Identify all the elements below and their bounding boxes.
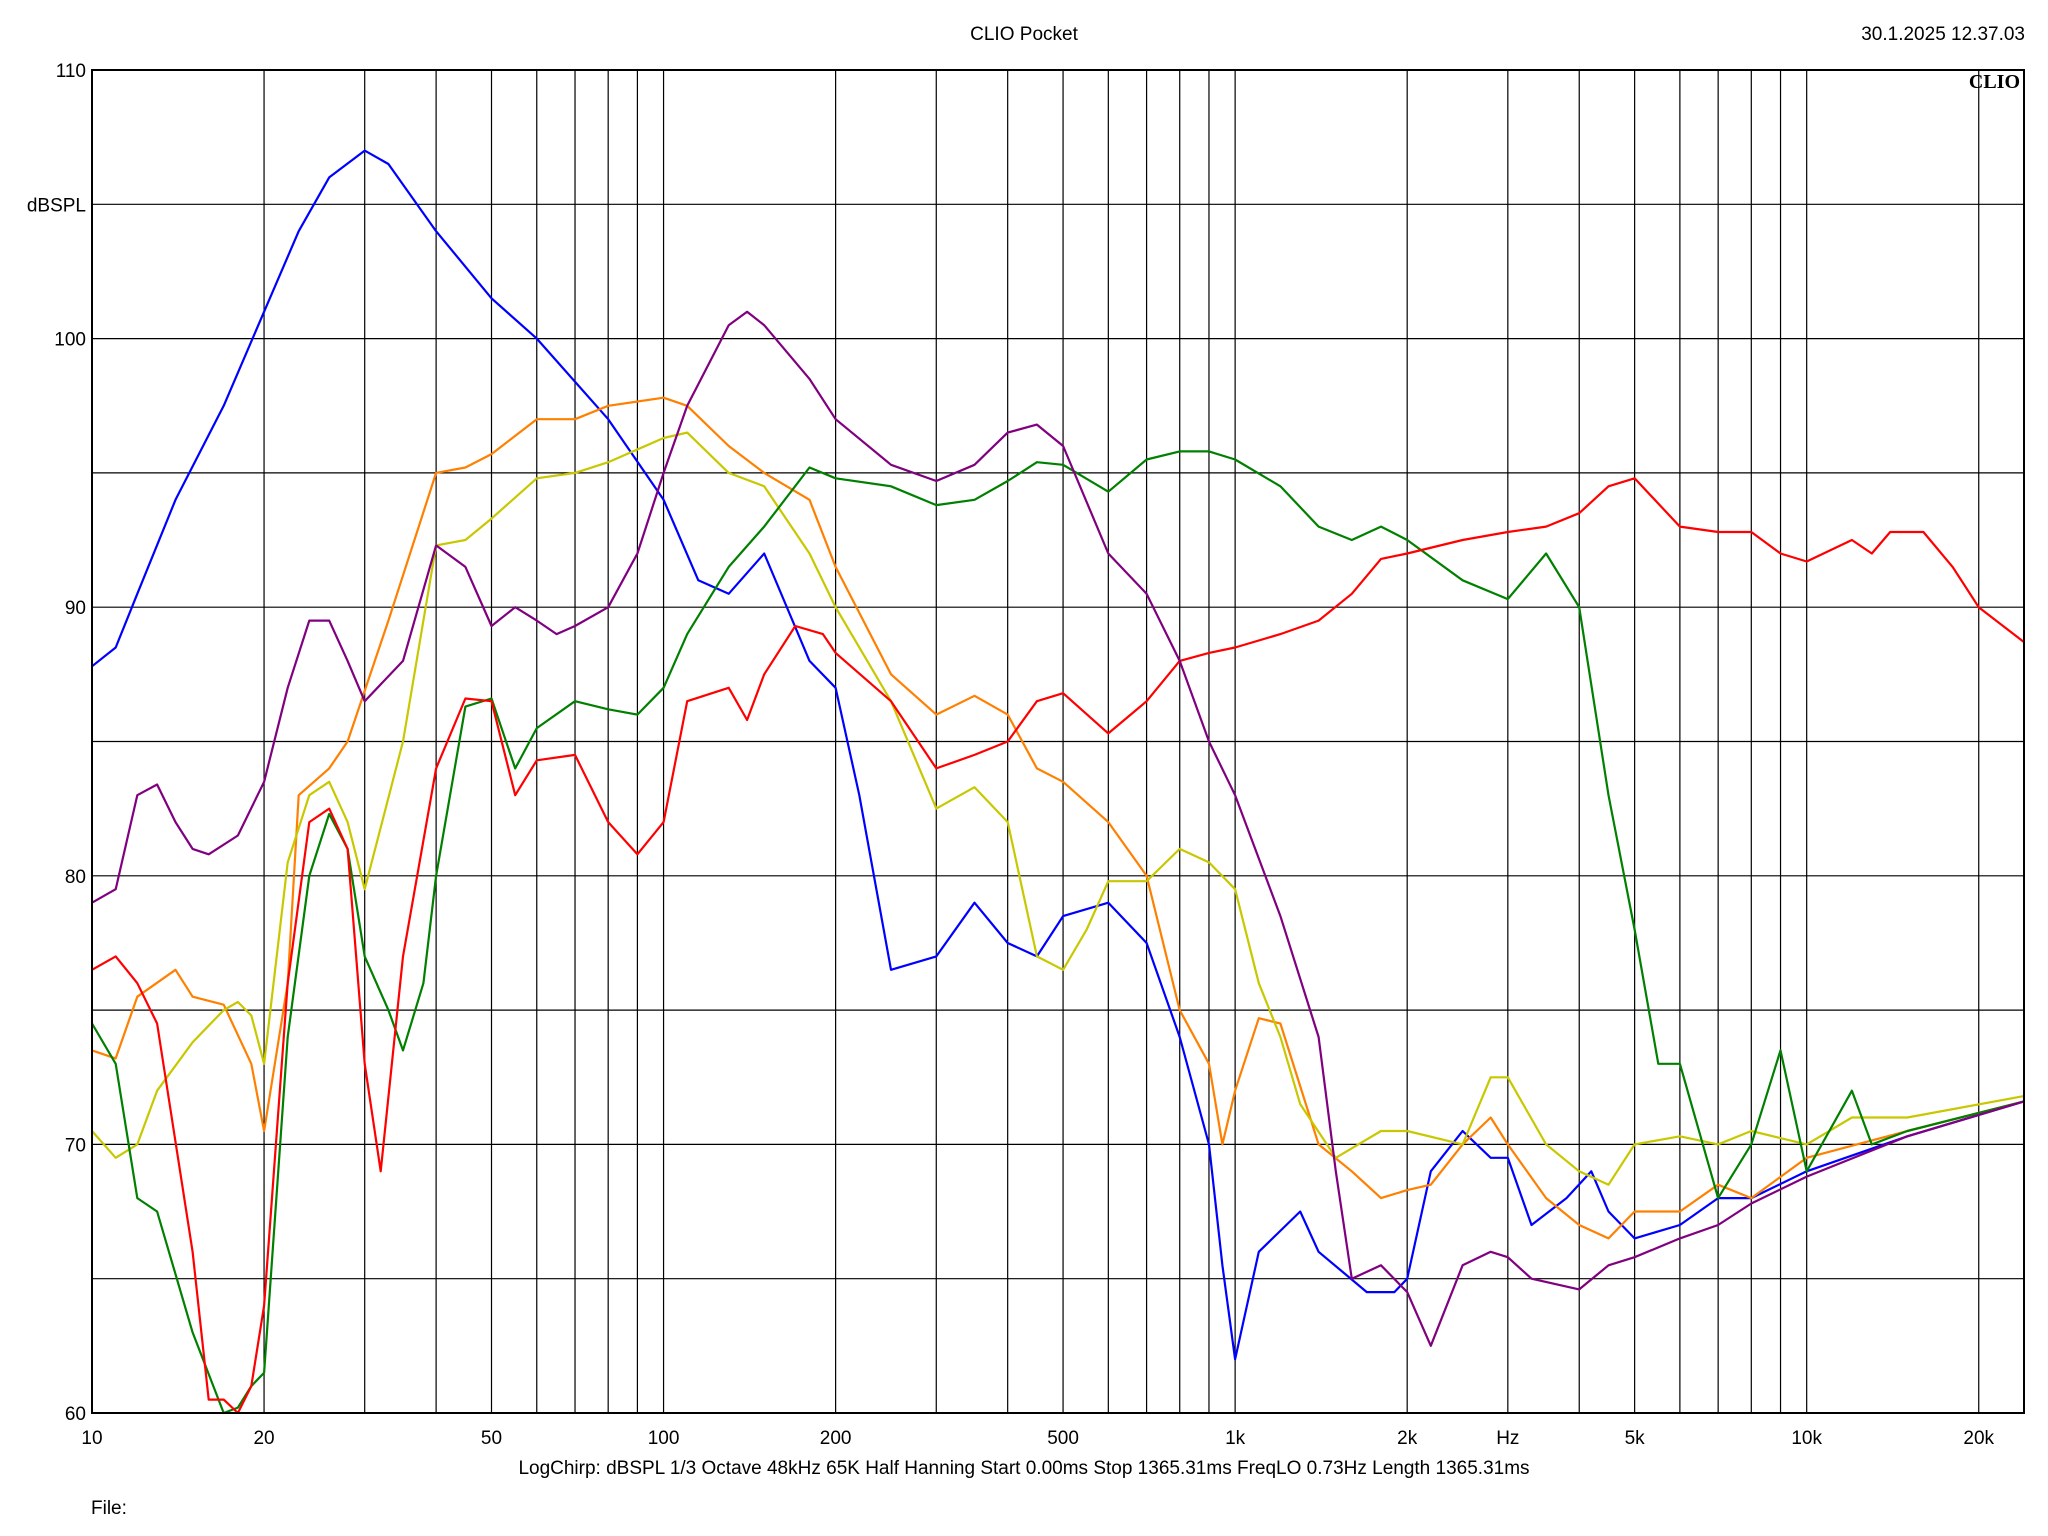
series-line-2 bbox=[91, 396, 2025, 1240]
y-tick-label: 90 bbox=[65, 598, 86, 619]
series-line-1 bbox=[91, 149, 2025, 1361]
series-layer bbox=[91, 149, 2025, 1415]
major-gridlines bbox=[92, 70, 2024, 1413]
measurement-settings: LogChirp: dBSPL 1/3 Octave 48kHz 65K Hal… bbox=[518, 1458, 1530, 1479]
x-tick-label: 500 bbox=[1047, 1428, 1079, 1449]
y-tick-label: 60 bbox=[65, 1404, 86, 1425]
series-line-6 bbox=[91, 310, 2025, 1347]
y-tick-label: dBSPL bbox=[27, 195, 86, 216]
series-line-3 bbox=[91, 431, 2025, 1186]
x-tick-label: 200 bbox=[820, 1428, 852, 1449]
clio-brand-logo: CLIO bbox=[1969, 71, 2020, 93]
series-line-5 bbox=[91, 477, 2025, 1415]
y-tick-label: 110 bbox=[56, 61, 86, 82]
x-tick-label: 5k bbox=[1625, 1428, 1646, 1449]
x-tick-label: 10 bbox=[81, 1428, 102, 1449]
series-line-4 bbox=[91, 450, 2025, 1415]
y-tick-label: 100 bbox=[54, 330, 86, 351]
x-tick-label: 20k bbox=[1963, 1428, 1994, 1449]
x-tick-label: 50 bbox=[481, 1428, 502, 1449]
x-tick-label: 2k bbox=[1397, 1428, 1418, 1449]
x-tick-label: 100 bbox=[648, 1428, 680, 1449]
x-tick-labels: 10 20 50 100 200 500 1k 2k Hz 5k 10k 20k bbox=[81, 1428, 1994, 1449]
x-tick-label: 20 bbox=[253, 1428, 274, 1449]
x-tick-label: 10k bbox=[1791, 1428, 1822, 1449]
file-label: File: bbox=[91, 1498, 127, 1519]
y-tick-labels: 110 dBSPL 100 90 80 70 60 bbox=[27, 61, 86, 1425]
x-tick-label: 1k bbox=[1225, 1428, 1246, 1449]
plot-frame bbox=[91, 69, 2025, 1414]
timestamp: 30.1.2025 12.37.03 bbox=[1861, 24, 2025, 45]
chart-title: CLIO Pocket bbox=[970, 24, 1078, 45]
y-tick-label: 70 bbox=[65, 1135, 86, 1156]
y-tick-label: 80 bbox=[65, 867, 86, 888]
x-tick-label: Hz bbox=[1496, 1428, 1519, 1449]
